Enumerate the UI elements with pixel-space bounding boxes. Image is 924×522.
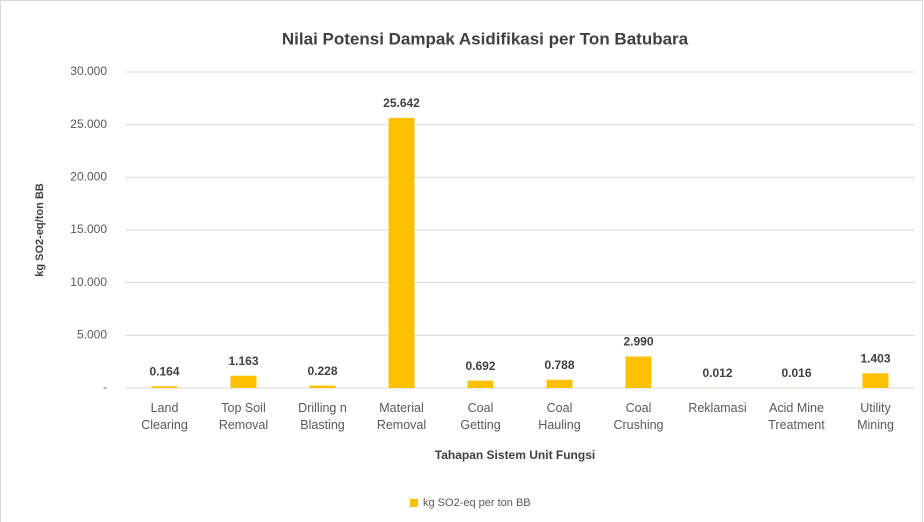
bar: [388, 117, 415, 388]
legend-swatch: [410, 499, 418, 507]
y-tick-label: 5.000: [77, 328, 107, 342]
bar: [309, 385, 336, 388]
data-label: 0.016: [781, 366, 811, 380]
data-label: 0.164: [149, 364, 179, 378]
data-label: 0.692: [465, 359, 495, 373]
x-tick-label: Land Clearing: [141, 401, 188, 432]
bar: [230, 375, 257, 388]
y-tick-label: 10.000: [70, 275, 107, 289]
data-label: 0.012: [702, 366, 732, 380]
x-tick-label: Top Soil Removal: [218, 401, 269, 432]
x-axis-title: Tahapan Sistem Unit Fungsi: [435, 448, 595, 462]
data-label: 1.403: [860, 351, 890, 365]
y-axis-title: kg SO2-eq/ton BB: [34, 183, 46, 277]
data-label: 25.642: [383, 96, 420, 110]
y-tick-label: 15.000: [70, 222, 107, 236]
x-tick-label: Utility Mining: [857, 401, 894, 432]
x-tick-label: Material Removal: [376, 401, 427, 432]
bar: [467, 380, 494, 388]
x-tick-label: Coal Getting: [460, 401, 501, 432]
data-label: 0.228: [307, 364, 337, 378]
legend-label: kg SO2-eq per ton BB: [423, 497, 531, 509]
x-tick-label: Drilling n Blasting: [298, 401, 347, 432]
y-tick-label: 20.000: [70, 170, 107, 184]
bar: [546, 379, 573, 388]
data-label: 2.990: [623, 335, 653, 349]
bar: [625, 356, 652, 388]
x-tick-label: Reklamasi: [688, 401, 747, 415]
x-tick-label: Coal Crushing: [613, 401, 664, 432]
bar: [151, 386, 178, 388]
y-tick-label: 30.000: [70, 64, 107, 78]
data-label: 0.788: [544, 358, 574, 372]
x-tick-label: Coal Hauling: [538, 401, 581, 432]
data-label: 1.163: [228, 354, 258, 368]
x-tick-label: Acid Mine Treatment: [768, 401, 825, 432]
chart-title: Nilai Potensi Dampak Asidifikasi per Ton…: [282, 29, 689, 48]
bar: [862, 373, 889, 388]
y-tick-label: 25.000: [70, 117, 107, 131]
y-tick-label: -: [103, 380, 107, 394]
